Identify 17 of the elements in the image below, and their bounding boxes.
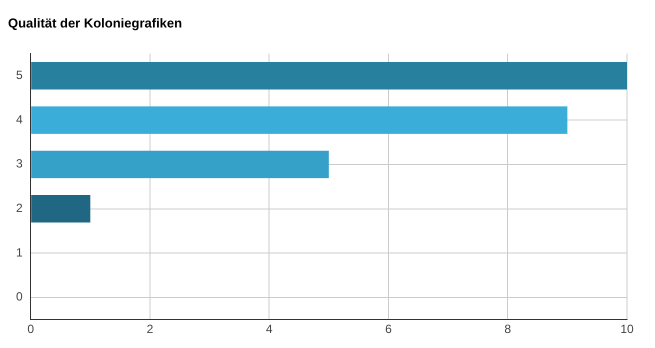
bar xyxy=(31,195,90,223)
x-tick-label: 6 xyxy=(385,322,392,336)
x-tick-label: 0 xyxy=(27,322,34,336)
x-tick-label: 4 xyxy=(266,322,273,336)
chart-title: Qualität der Koloniegrafiken xyxy=(8,15,182,30)
bar xyxy=(31,62,627,90)
y-tick-label: 4 xyxy=(16,112,23,126)
x-tick-label: 2 xyxy=(146,322,154,336)
y-tick-label: 1 xyxy=(16,245,23,260)
bar xyxy=(31,150,329,178)
y-tick-label: 0 xyxy=(16,290,23,304)
x-tick-label: 10 xyxy=(620,322,634,336)
x-tick-label: 8 xyxy=(504,322,512,336)
bar xyxy=(31,106,568,134)
y-tick-label: 2 xyxy=(16,201,23,216)
y-tick-label: 5 xyxy=(16,68,23,82)
y-tick-label: 3 xyxy=(16,156,23,171)
